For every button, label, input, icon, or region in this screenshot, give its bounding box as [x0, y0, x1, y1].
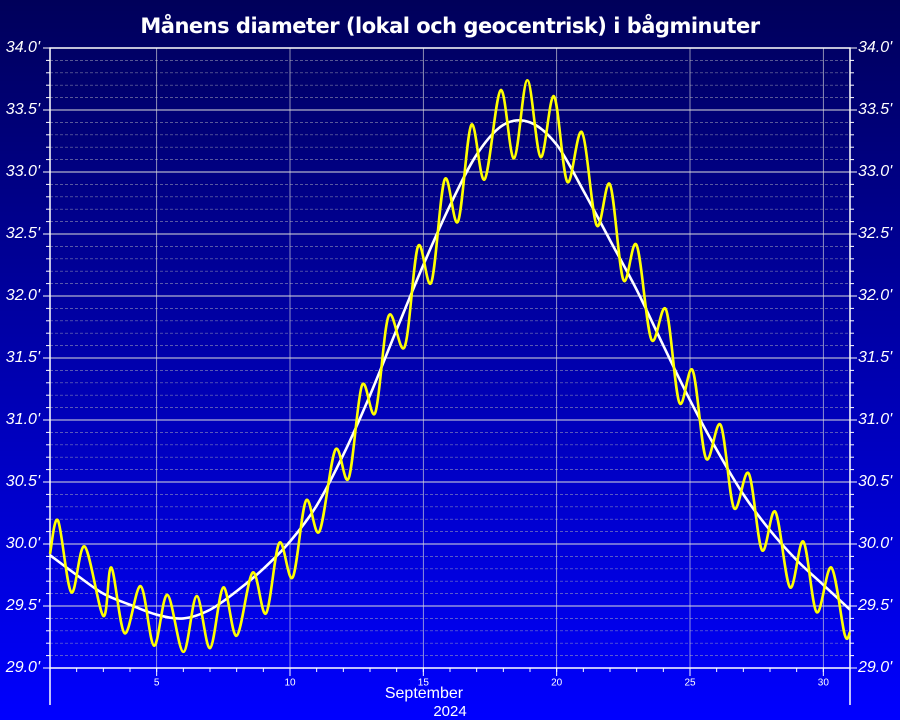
x-tick-label: 20	[551, 678, 563, 689]
y2-tick-label: 31.0'	[858, 411, 893, 428]
series-line	[48, 78, 852, 654]
y2-tick-label: 30.5'	[858, 473, 893, 490]
y2-tick-label: 34.0'	[858, 39, 893, 56]
y-tick-label: 32.5'	[6, 225, 41, 242]
plot-frame	[49, 47, 851, 669]
y2-tick-label: 29.0'	[857, 659, 893, 676]
y2-tick-label: 32.0'	[858, 287, 893, 304]
y-tick-label: 29.0'	[5, 659, 41, 676]
x-tick-label: 25	[684, 678, 696, 689]
x-axis-label: September	[385, 685, 464, 702]
y-tick-label: 34.0'	[6, 39, 41, 56]
y-tick-label: 31.5'	[6, 349, 41, 366]
y2-tick-label: 32.5'	[858, 225, 893, 242]
chart-title: Månens diameter (lokal och geocentrisk) …	[140, 13, 760, 38]
y-tick-label: 33.5'	[6, 101, 41, 118]
y-tick-label: 30.0'	[6, 535, 41, 552]
x-axis-year: 2024	[433, 703, 466, 720]
y2-tick-label: 33.0'	[858, 163, 893, 180]
y-tick-label: 32.0'	[6, 287, 41, 304]
y2-tick-label: 30.0'	[858, 535, 893, 552]
y-tick-label: 33.0'	[6, 163, 41, 180]
y2-tick-label: 29.5'	[857, 597, 893, 614]
y2-tick-label: 31.5'	[858, 349, 893, 366]
x-tick-label: 15	[418, 678, 430, 689]
x-tick-label: 30	[818, 678, 830, 689]
y-tick-label: 30.5'	[6, 473, 41, 490]
y-tick-label: 31.0'	[6, 411, 41, 428]
y-tick-label: 29.5'	[5, 597, 41, 614]
x-tick-label: 10	[284, 678, 296, 689]
y2-tick-label: 33.5'	[858, 101, 893, 118]
x-tick-label: 5	[154, 678, 160, 689]
series-line	[49, 119, 851, 620]
